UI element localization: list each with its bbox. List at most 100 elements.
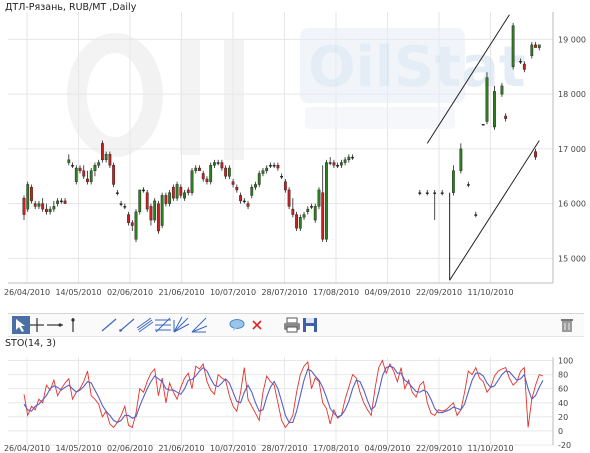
candle-body [474,214,478,216]
candle [451,165,455,196]
candle-body [63,200,67,204]
candle-body [164,195,168,204]
gann-fan-tool-button[interactable] [172,316,190,334]
speed-lines-tool-button[interactable] [190,316,208,334]
candle-body [537,44,541,48]
cursor-arrow-tool-button[interactable] [12,316,30,334]
save-tool-button[interactable] [301,316,319,334]
candle [164,192,168,207]
candle-body [511,25,515,67]
vertical-line-icon [71,318,75,332]
candle-body [522,63,526,70]
candle [280,173,284,179]
candle-body [227,167,231,177]
candle-body [22,197,26,215]
drawing-toolbar [8,313,584,337]
candle-body [343,159,347,163]
candle [351,154,354,160]
trash-tool-button[interactable] [558,316,576,334]
candle [328,157,332,166]
candle-body [257,173,261,185]
candle [209,162,213,185]
candle [500,83,504,97]
parallel-channel-tool-button[interactable] [136,316,154,334]
x-tick-label: 28/07/2010 [261,288,307,297]
candle-body [306,208,310,213]
candle-body [481,124,485,126]
candle-body [519,61,522,63]
candle-body [52,206,56,210]
candle [325,159,328,242]
vertical-line-tool-button[interactable] [64,316,82,334]
candle [123,203,127,210]
trendline-icon [101,318,117,332]
candle [74,165,78,185]
candle-body [310,206,313,208]
candle [179,184,183,199]
candle-body [269,165,272,167]
x-tick-label: 04/09/2010 [364,444,410,453]
candle [246,200,250,210]
candle [33,200,37,210]
trash-icon [561,319,573,332]
candle-body [332,162,336,166]
candle-body [250,186,254,196]
candle [306,206,310,215]
candle [418,189,422,196]
candle [504,113,508,122]
candle [216,159,220,166]
candle [67,154,71,166]
candle [534,42,537,48]
candle [336,162,340,169]
candle-body [534,151,537,158]
candle [149,203,153,226]
candle [153,198,157,223]
candle [186,187,190,196]
y-tick-label: 40 [558,399,568,408]
candle-body [48,208,52,213]
y-tick-label: 100 [558,357,573,366]
candle [190,168,194,196]
candle [440,189,444,196]
candle [104,151,108,163]
x-tick-label: 11/10/2010 [467,444,513,453]
crosshair-tool-button[interactable] [28,316,46,334]
candle-body [127,214,130,223]
price-chart[interactable]: ДТЛ-Рязань, RUB/MT ,Daily 15 000 16 000 17 … [0,0,590,300]
candle-body [190,170,194,193]
delete-marker-tool-button[interactable] [248,316,266,334]
stochastic-d-line [23,365,544,424]
candle [272,162,276,169]
candle [493,85,496,130]
fibonacci-tool-button[interactable] [154,316,172,334]
ray-tool-button[interactable] [118,316,136,334]
candle-body [295,214,298,229]
horizontal-line-tool-button[interactable] [46,316,64,334]
candle-body [198,167,201,171]
text-balloon-tool-button[interactable] [228,316,246,334]
candle [45,203,48,215]
candle [343,157,347,166]
candle-body [179,186,183,196]
candle-body [183,192,186,199]
candle [519,58,522,65]
candle-body [298,217,302,229]
y-tick-label: 20 [558,413,568,422]
stochastic-chart[interactable]: STO(14, 3) -20 0 20 40 60 80 100 26/04/2010 14/05… [0,335,590,453]
candle-body [97,162,101,166]
candle-body [74,167,78,182]
candle [265,165,269,174]
candle-body [504,115,508,119]
save-icon [303,318,317,332]
watermark-l-shape [224,40,244,160]
candle [511,22,515,70]
candle-body [86,178,89,182]
candle-body [433,192,437,194]
candle-body [485,77,489,122]
print-tool-button[interactable] [283,316,301,334]
candle-body [500,85,504,95]
candle [194,165,198,174]
fibonacci-icon [155,317,171,333]
trendline-tool-button[interactable] [100,316,118,334]
